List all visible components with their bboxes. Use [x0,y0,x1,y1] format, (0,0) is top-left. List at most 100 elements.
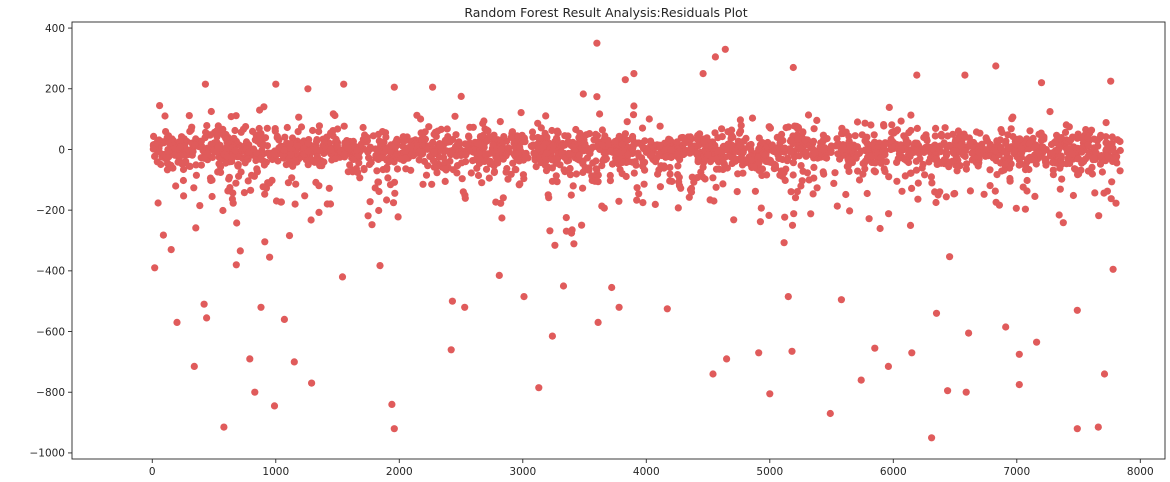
residual-point [787,188,795,196]
residual-point [966,187,975,195]
residual-point [667,146,675,154]
residual-point [1059,219,1067,227]
residual-point [962,165,971,173]
residual-point [387,157,395,165]
residual-point [230,134,238,142]
residual-point [968,149,976,157]
residual-point [905,129,913,137]
residual-point [327,146,335,154]
residual-point [507,133,515,141]
residual-point [559,282,568,290]
residual-point [474,171,483,180]
residual-point [1096,160,1105,168]
residual-point [231,126,239,135]
residual-point [639,162,647,170]
residual-point [203,122,211,130]
residual-point [946,253,954,261]
residual-point [486,157,494,165]
residual-point [161,112,169,120]
residual-point [254,137,262,145]
residual-point [912,157,920,165]
residual-point [569,143,577,151]
residual-point [956,162,964,170]
residual-point [246,355,254,363]
residual-point [343,143,351,151]
residual-point [688,173,696,181]
residual-point [635,190,643,198]
residual-point [733,188,741,196]
residual-point [497,145,505,153]
residual-point [192,224,200,232]
residual-point [443,125,451,133]
residual-point [861,119,869,127]
residual-point [1010,147,1019,155]
residual-point [1097,131,1105,139]
residual-point [374,178,382,186]
residual-point [643,146,652,154]
residual-point [570,240,578,248]
residual-point [190,362,198,370]
residual-point [546,227,554,235]
residual-point [699,70,707,78]
residual-point [307,216,315,224]
residual-point [780,239,788,247]
residual-point [961,71,969,79]
residual-point [884,362,893,370]
residual-point [696,130,704,138]
residual-point [1106,143,1114,151]
residual-point [558,142,566,150]
y-tick-label: −800 [36,387,65,399]
residual-point [920,133,928,142]
residual-point [885,173,893,181]
residual-point [532,163,540,171]
residual-point [579,90,587,98]
residual-point [912,166,921,174]
residual-point [1015,381,1023,389]
residual-point [738,156,746,165]
residual-point [1090,154,1098,162]
residual-point [925,143,933,151]
residual-point [1012,141,1021,149]
residual-point [727,134,735,143]
residual-point [537,124,545,132]
residual-point [553,155,562,163]
residual-point [1094,423,1102,431]
residual-point [192,161,200,169]
residual-point [699,163,707,171]
y-tick-label: 400 [45,23,65,35]
residual-point [485,174,493,182]
residual-point [548,332,557,340]
residual-point [394,213,402,221]
residual-point [247,186,255,194]
residual-point [233,219,241,227]
residual-point [871,159,879,167]
residual-point [594,178,602,186]
residual-point [809,190,817,198]
residual-point [863,139,871,147]
residual-point [1095,212,1103,220]
residual-point [846,207,854,215]
residual-point [376,262,384,270]
residual-point [171,151,179,159]
residual-point [430,148,438,156]
residual-point [207,176,215,185]
residual-point [913,148,921,156]
residual-point [618,158,627,166]
residual-point [656,141,664,149]
residual-point [191,140,199,149]
residual-point [1023,176,1031,185]
residual-point [458,159,466,167]
residual-point [572,170,581,178]
residual-point [469,123,477,131]
residual-point [1033,338,1041,346]
residual-point [813,184,821,192]
residual-point [329,110,337,118]
residual-point [434,127,442,135]
residual-point [907,111,915,119]
residual-point [543,133,551,141]
residual-point [764,158,772,166]
residual-point [419,180,427,188]
residual-point [908,184,916,192]
residual-point [248,171,256,179]
